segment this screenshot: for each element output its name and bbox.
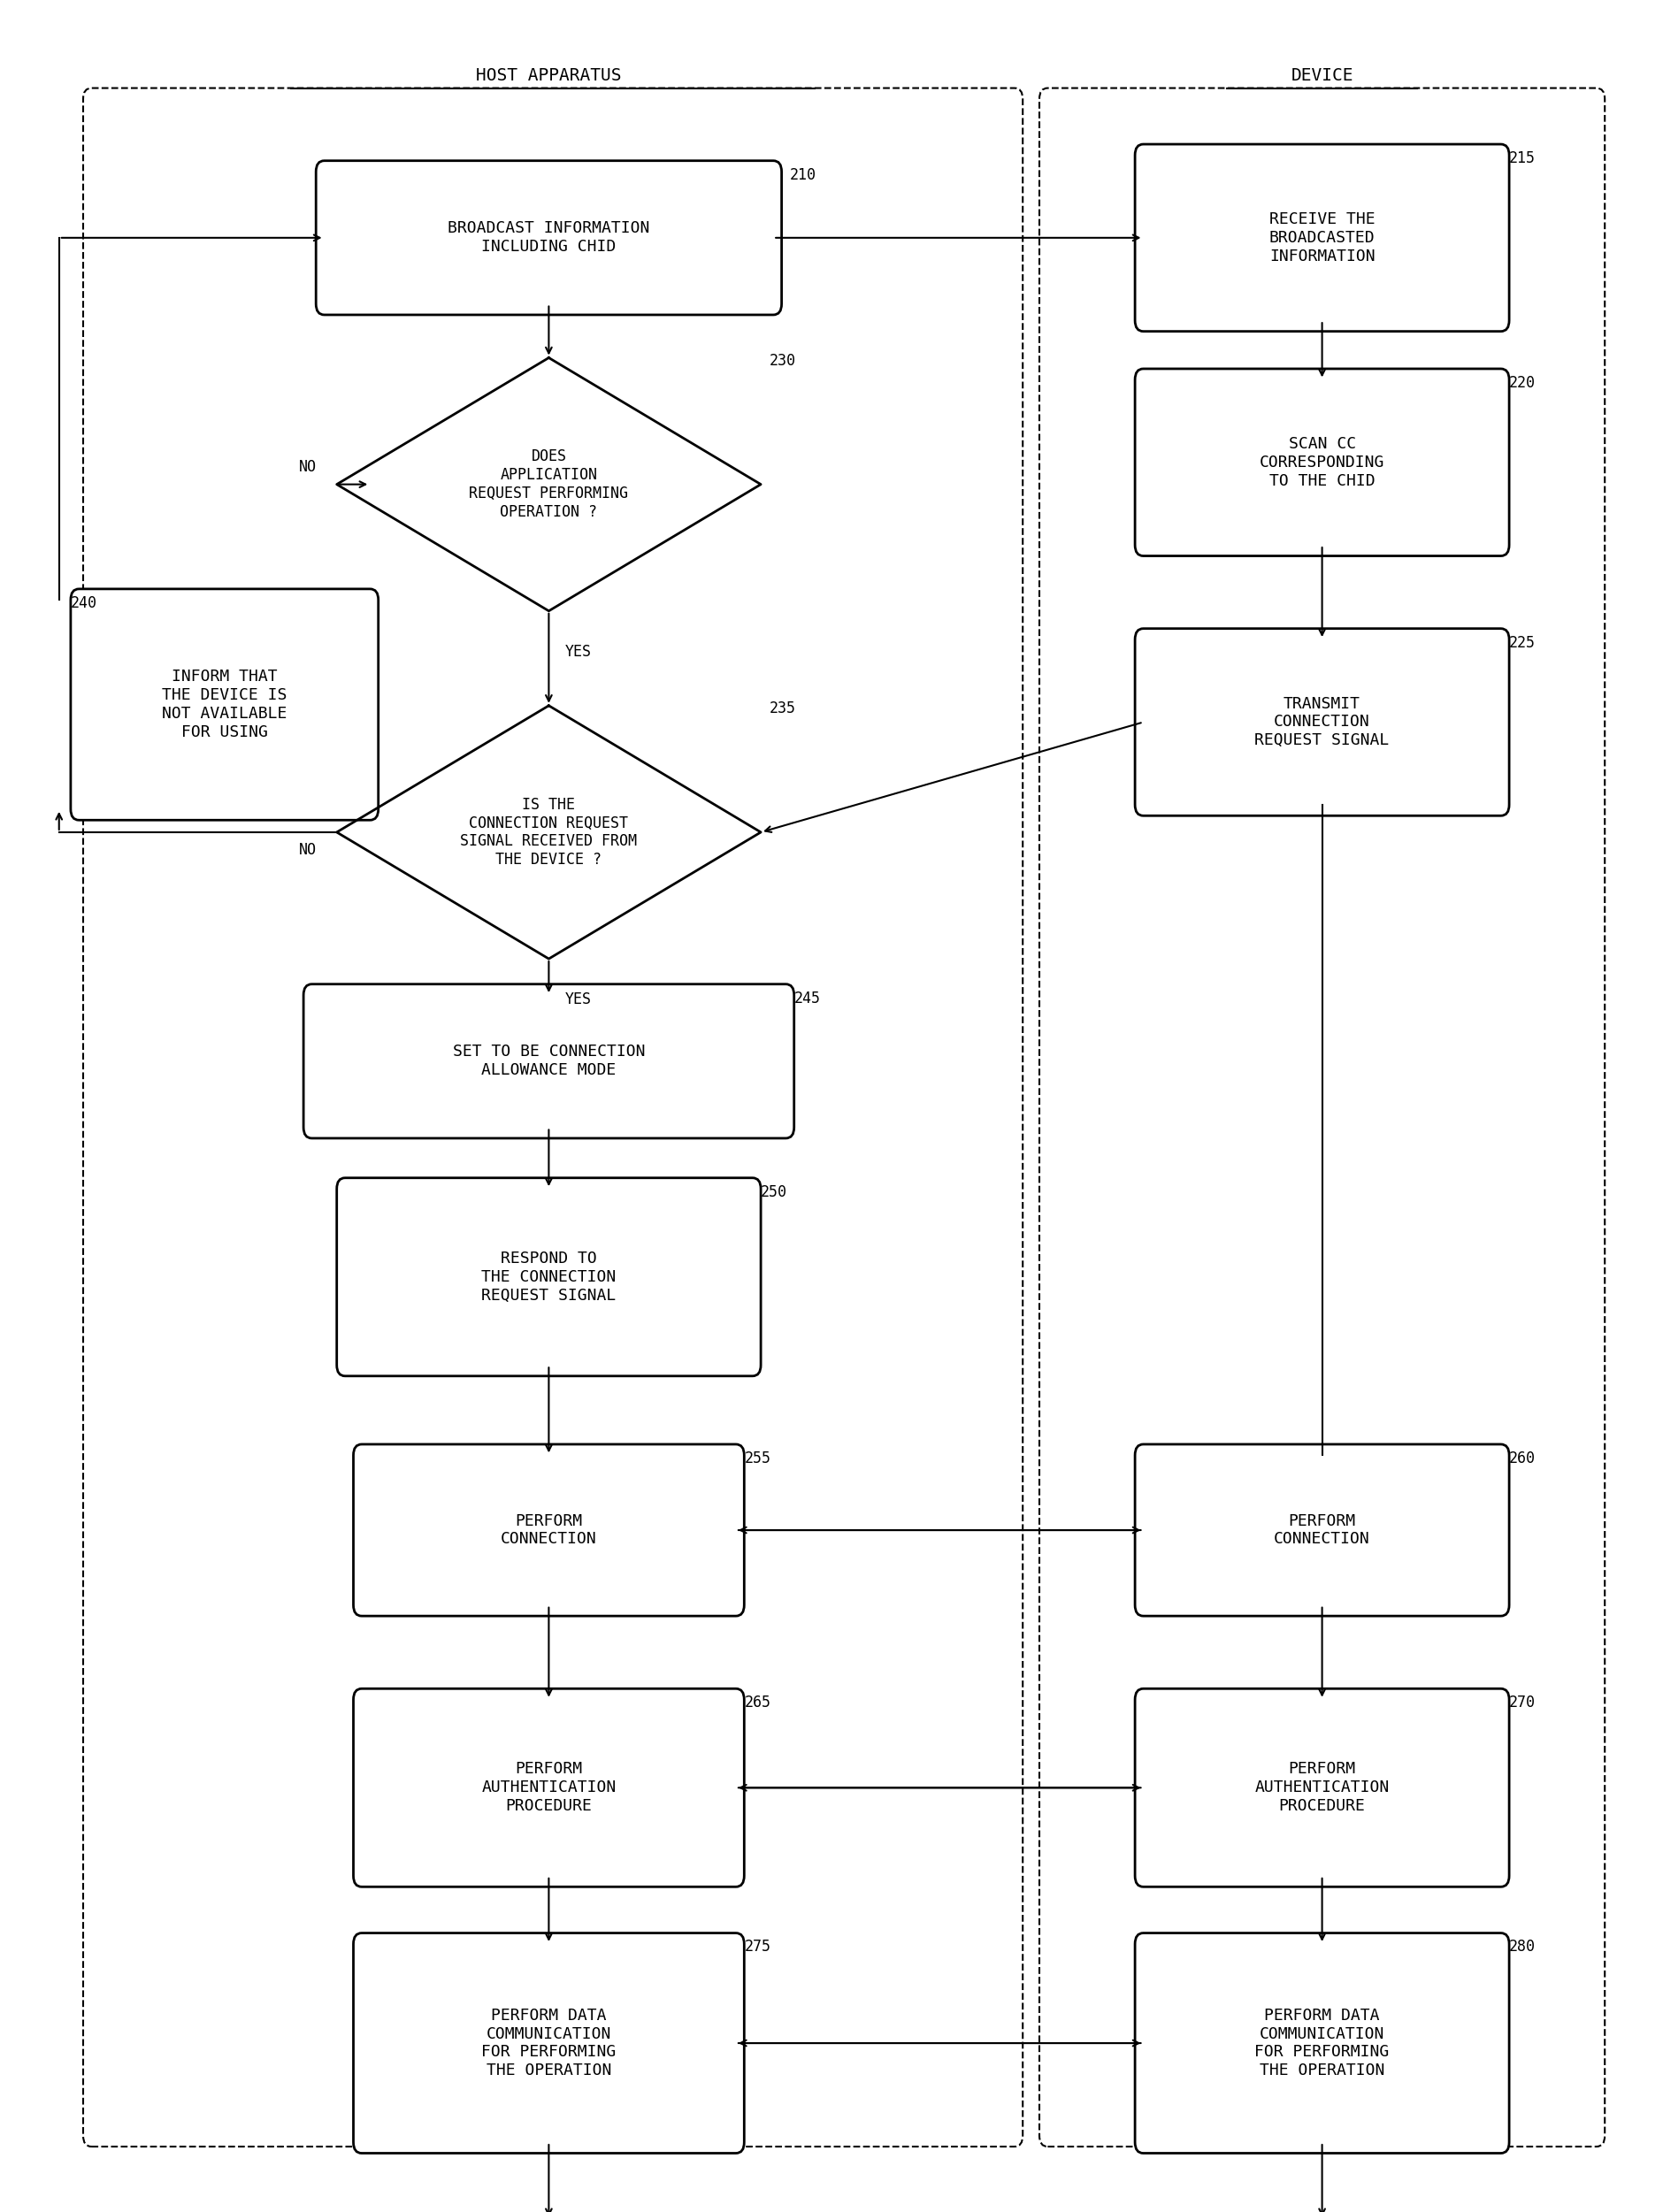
Text: PERFORM
CONNECTION: PERFORM CONNECTION xyxy=(1274,1513,1370,1546)
FancyBboxPatch shape xyxy=(1134,144,1510,332)
Text: YES: YES xyxy=(565,991,592,1009)
Text: RESPOND TO
THE CONNECTION
REQUEST SIGNAL: RESPOND TO THE CONNECTION REQUEST SIGNAL xyxy=(482,1250,615,1303)
FancyBboxPatch shape xyxy=(72,588,379,821)
Text: PERFORM
AUTHENTICATION
PROCEDURE: PERFORM AUTHENTICATION PROCEDURE xyxy=(482,1761,615,1814)
Text: 220: 220 xyxy=(1510,374,1535,392)
Text: 280: 280 xyxy=(1510,1940,1535,1955)
Text: PERFORM DATA
COMMUNICATION
FOR PERFORMING
THE OPERATION: PERFORM DATA COMMUNICATION FOR PERFORMIN… xyxy=(1256,2008,1389,2079)
FancyBboxPatch shape xyxy=(1134,628,1510,816)
Text: 240: 240 xyxy=(72,595,96,611)
Text: 260: 260 xyxy=(1510,1451,1535,1467)
Text: HOST APPARATUS: HOST APPARATUS xyxy=(476,66,622,84)
Text: 225: 225 xyxy=(1510,635,1535,650)
Text: 215: 215 xyxy=(1510,150,1535,166)
Text: 245: 245 xyxy=(795,991,820,1006)
FancyBboxPatch shape xyxy=(354,1444,745,1617)
FancyBboxPatch shape xyxy=(1134,1933,1510,2152)
Text: SCAN CC
CORRESPONDING
TO THE CHID: SCAN CC CORRESPONDING TO THE CHID xyxy=(1259,436,1385,489)
Polygon shape xyxy=(338,706,762,958)
Text: 210: 210 xyxy=(790,166,817,184)
Text: SET TO BE CONNECTION
ALLOWANCE MODE: SET TO BE CONNECTION ALLOWANCE MODE xyxy=(452,1044,645,1077)
FancyBboxPatch shape xyxy=(1134,1444,1510,1617)
Text: 270: 270 xyxy=(1510,1694,1535,1710)
FancyBboxPatch shape xyxy=(316,161,782,314)
Text: 235: 235 xyxy=(768,701,795,717)
Text: NO: NO xyxy=(299,458,316,476)
Text: 265: 265 xyxy=(745,1694,770,1710)
Text: PERFORM DATA
COMMUNICATION
FOR PERFORMING
THE OPERATION: PERFORM DATA COMMUNICATION FOR PERFORMIN… xyxy=(482,2008,615,2079)
Text: 275: 275 xyxy=(745,1940,770,1955)
FancyBboxPatch shape xyxy=(338,1177,762,1376)
Text: INFORM THAT
THE DEVICE IS
NOT AVAILABLE
FOR USING: INFORM THAT THE DEVICE IS NOT AVAILABLE … xyxy=(161,668,288,741)
Text: 250: 250 xyxy=(762,1183,787,1199)
Text: TRANSMIT
CONNECTION
REQUEST SIGNAL: TRANSMIT CONNECTION REQUEST SIGNAL xyxy=(1256,697,1389,748)
Text: YES: YES xyxy=(565,644,592,659)
FancyBboxPatch shape xyxy=(1134,369,1510,555)
Text: PERFORM
CONNECTION: PERFORM CONNECTION xyxy=(501,1513,597,1546)
FancyBboxPatch shape xyxy=(1134,1688,1510,1887)
Text: IS THE
CONNECTION REQUEST
SIGNAL RECEIVED FROM
THE DEVICE ?: IS THE CONNECTION REQUEST SIGNAL RECEIVE… xyxy=(461,796,637,867)
Polygon shape xyxy=(338,358,762,611)
FancyBboxPatch shape xyxy=(354,1688,745,1887)
Text: DOES
APPLICATION
REQUEST PERFORMING
OPERATION ?: DOES APPLICATION REQUEST PERFORMING OPER… xyxy=(469,449,629,520)
Text: 230: 230 xyxy=(768,354,795,369)
Text: RECEIVE THE
BROADCASTED
INFORMATION: RECEIVE THE BROADCASTED INFORMATION xyxy=(1269,212,1375,263)
Text: 255: 255 xyxy=(745,1451,770,1467)
Text: BROADCAST INFORMATION
INCLUDING CHID: BROADCAST INFORMATION INCLUDING CHID xyxy=(447,221,650,254)
FancyBboxPatch shape xyxy=(304,984,795,1139)
Text: NO: NO xyxy=(299,843,316,858)
Text: PERFORM
AUTHENTICATION
PROCEDURE: PERFORM AUTHENTICATION PROCEDURE xyxy=(1256,1761,1389,1814)
FancyBboxPatch shape xyxy=(354,1933,745,2152)
Text: DEVICE: DEVICE xyxy=(1290,66,1354,84)
